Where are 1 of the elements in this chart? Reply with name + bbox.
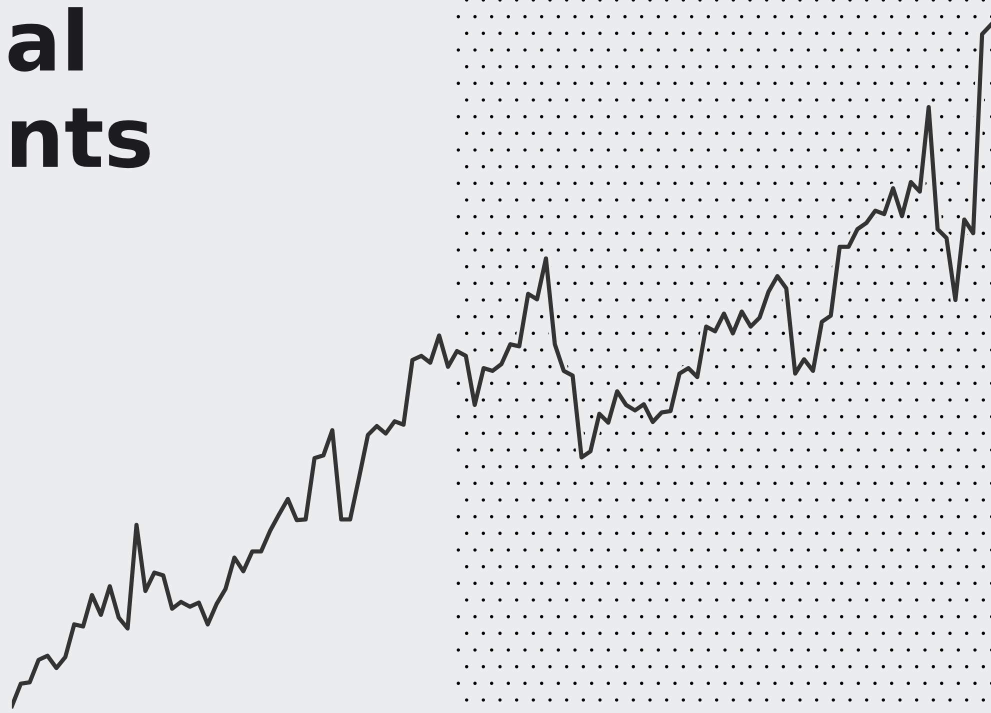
chart-title: al nts — [8, 7, 150, 168]
